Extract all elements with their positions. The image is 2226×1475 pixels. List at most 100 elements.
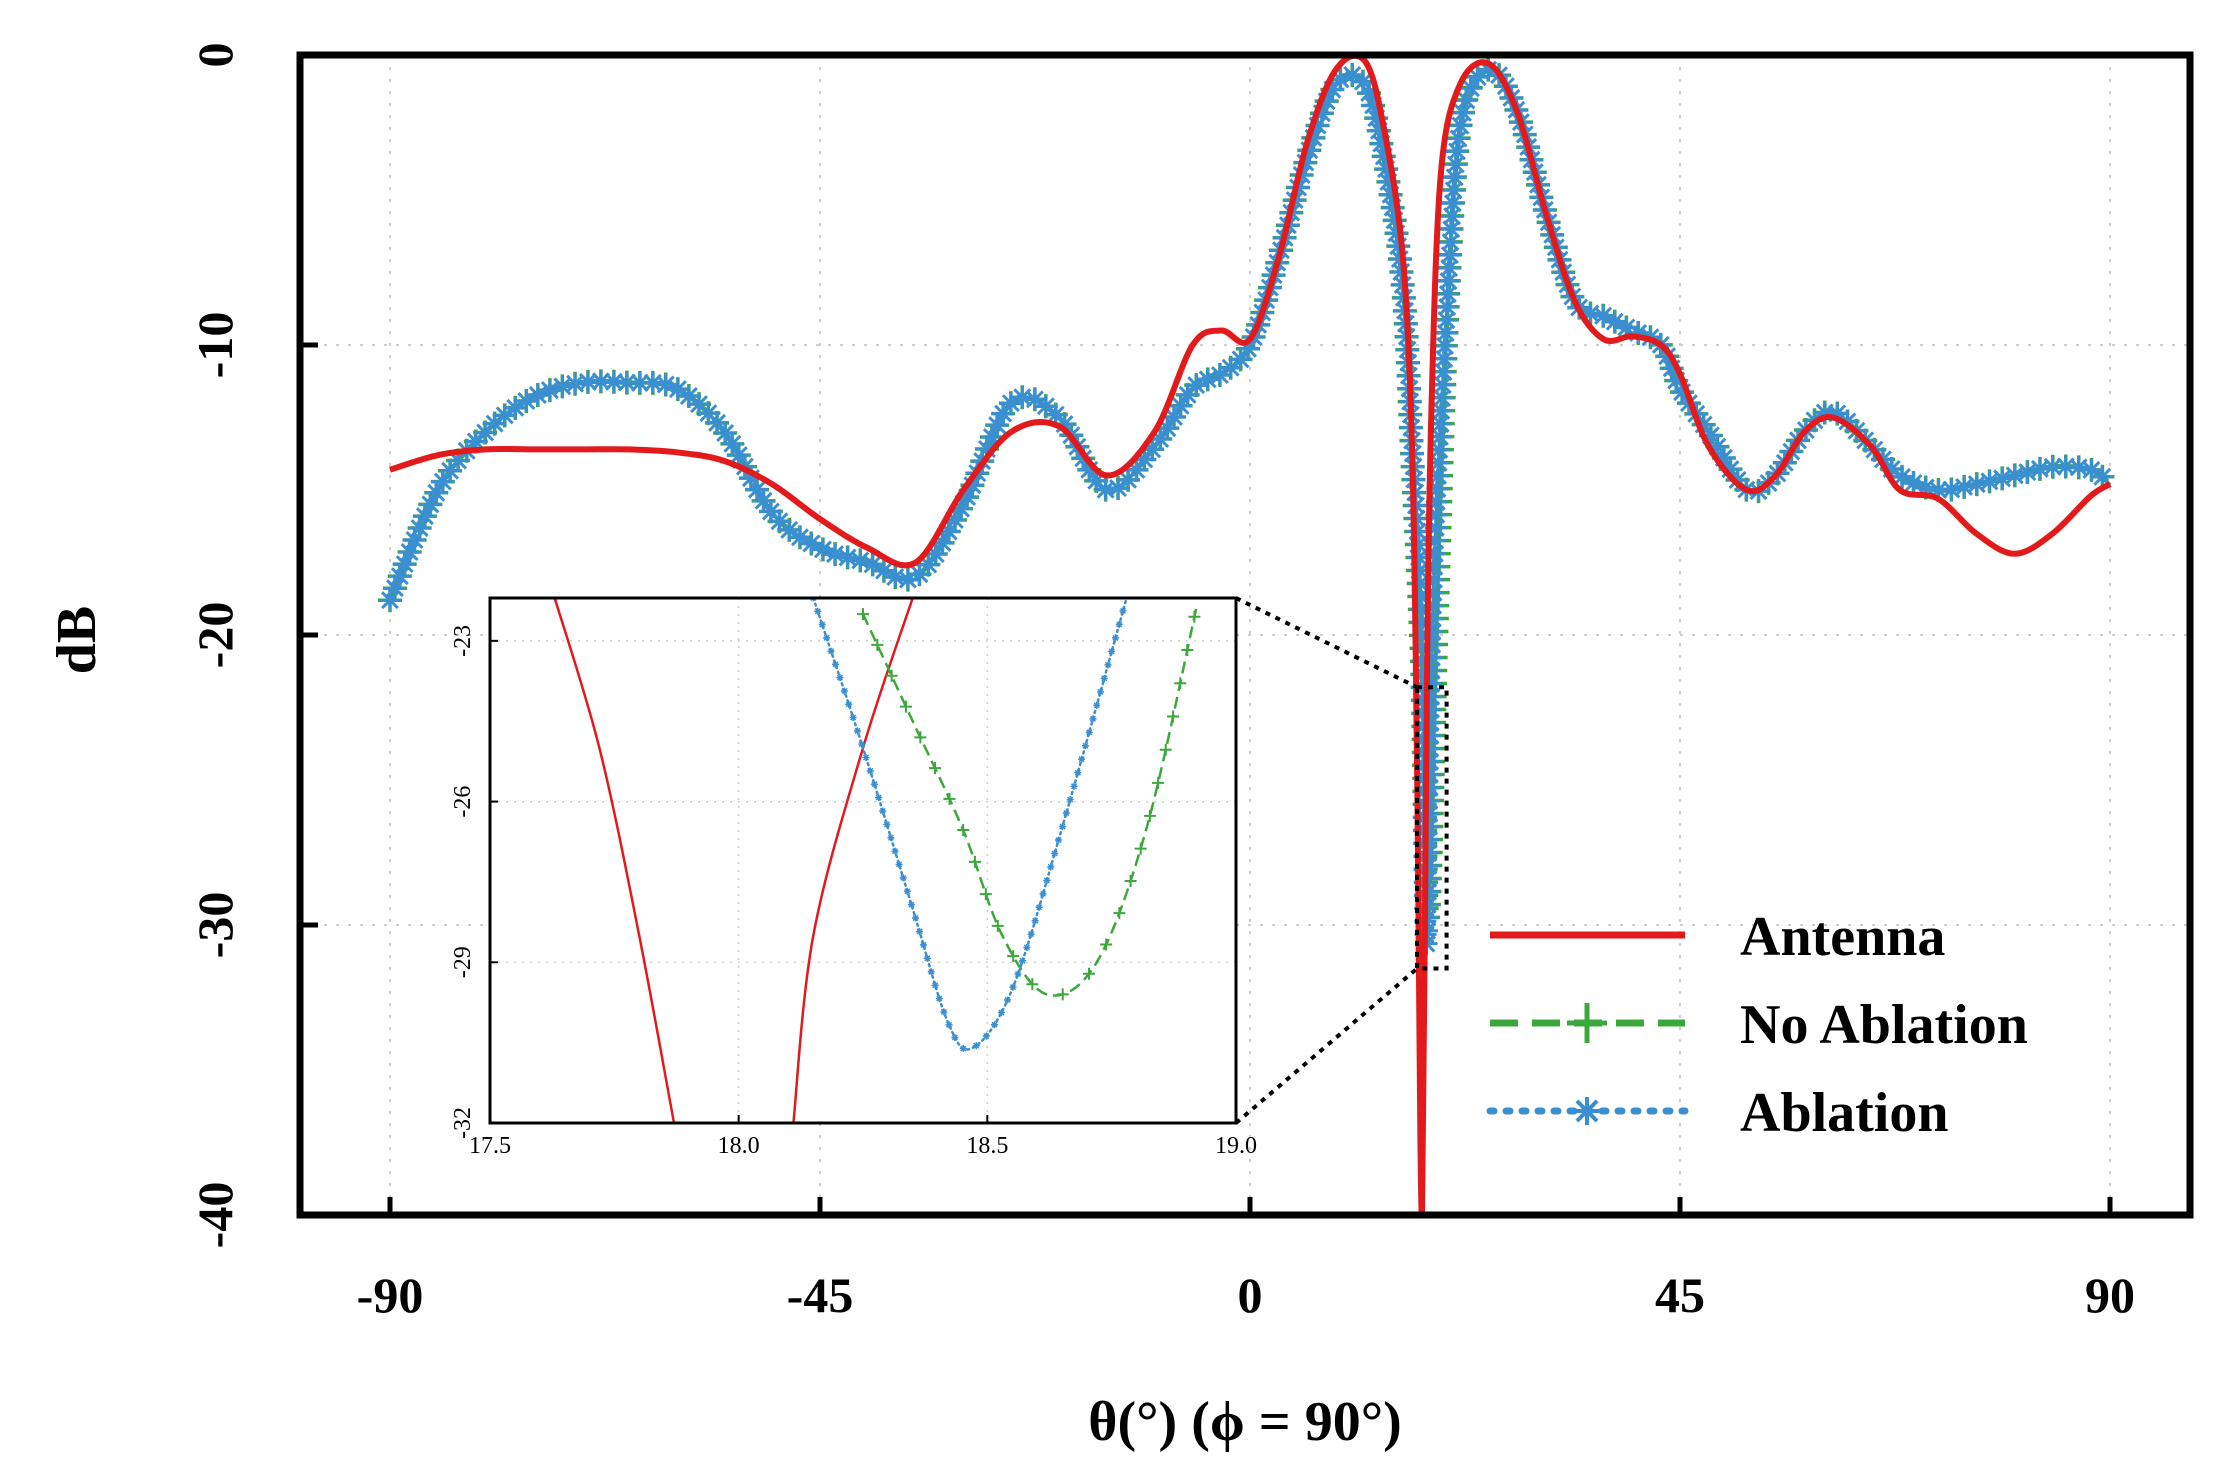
star-marker: [1419, 724, 1442, 747]
star-marker: [1362, 94, 1385, 117]
inset-series-line: [553, 598, 676, 1123]
star-marker: [1078, 458, 1101, 481]
star-marker: [1432, 360, 1455, 383]
star-marker: [814, 607, 822, 615]
star-marker: [654, 373, 677, 396]
star-marker: [1436, 296, 1459, 319]
legend-marker-plus: [1567, 1003, 1607, 1043]
star-marker: [1431, 386, 1454, 409]
legend-label-no-ablation: No Ablation: [1740, 994, 2028, 1056]
star-marker: [1066, 796, 1074, 804]
y-tick-label: -40: [187, 1182, 243, 1249]
star-marker: [1914, 476, 1937, 499]
star-marker: [1081, 742, 1089, 750]
star-marker: [464, 430, 487, 453]
star-marker: [1706, 435, 1729, 458]
star-marker: [1329, 68, 1352, 91]
plus-marker: [899, 700, 912, 713]
star-marker: [483, 412, 506, 435]
star-marker: [628, 371, 651, 394]
star-marker: [551, 375, 574, 398]
inset-series: [553, 598, 1201, 1123]
star-marker: [959, 1045, 967, 1053]
star-marker: [706, 411, 729, 434]
star-marker: [1379, 183, 1402, 206]
inset-series-antenna: [792, 598, 914, 1123]
inset-y-tick-label: -26: [450, 786, 476, 818]
star-marker: [1429, 412, 1452, 435]
star-marker: [1387, 235, 1410, 258]
star-marker: [1434, 322, 1457, 345]
star-marker: [1372, 145, 1395, 168]
star-marker: [1156, 417, 1179, 440]
plus-marker: [1567, 1003, 1607, 1043]
plus-marker: [1124, 875, 1137, 888]
main-series: [378, 55, 2115, 1215]
star-marker: [1027, 930, 1035, 938]
star-marker: [1592, 304, 1615, 327]
star-marker: [1452, 101, 1475, 124]
star-marker: [1431, 373, 1454, 396]
star-marker: [1078, 755, 1086, 763]
star-marker: [927, 968, 935, 976]
star-marker: [727, 444, 750, 467]
star-marker: [1438, 244, 1461, 267]
star-marker: [388, 565, 411, 588]
star-marker: [788, 526, 811, 549]
star-marker: [1019, 957, 1027, 965]
star-marker: [739, 467, 762, 490]
star-marker: [1424, 516, 1447, 539]
star-marker: [1434, 335, 1456, 358]
star-marker: [823, 634, 831, 642]
star-marker: [1070, 782, 1078, 790]
plus-marker: [871, 638, 884, 651]
star-marker: [778, 518, 801, 541]
star-marker: [1133, 448, 1156, 471]
star-marker: [931, 531, 954, 554]
star-marker: [666, 378, 689, 401]
y-tick-label: -10: [187, 312, 243, 379]
star-marker: [714, 422, 737, 445]
star-marker: [1719, 458, 1742, 481]
star-marker: [884, 565, 907, 588]
star-marker: [2041, 455, 2064, 478]
plus-marker: [1100, 938, 1113, 951]
star-marker: [1039, 890, 1047, 898]
star-marker: [907, 901, 915, 909]
star-marker: [849, 714, 857, 722]
star-marker: [1421, 607, 1444, 630]
star-marker: [1341, 63, 1364, 86]
star-marker: [1423, 542, 1446, 565]
star-marker: [1310, 102, 1333, 125]
legend: Antenna No Ablation Ablation: [1486, 906, 2028, 1144]
star-marker: [1422, 594, 1445, 617]
plus-marker: [1143, 809, 1156, 822]
star-marker: [919, 941, 927, 949]
legend-item-no-ablation: No Ablation: [1490, 994, 2028, 1056]
star-marker: [870, 780, 878, 788]
plus-marker: [857, 608, 869, 621]
plus-marker: [1134, 842, 1147, 855]
star-marker: [697, 402, 720, 425]
star-marker: [1439, 231, 1462, 254]
star-marker: [1302, 126, 1325, 149]
star-marker: [1420, 685, 1443, 708]
star-marker: [1419, 698, 1442, 721]
inset-background: [490, 598, 1236, 1123]
star-marker: [1433, 348, 1456, 371]
inset-x-tick-label: 19.0: [1215, 1133, 1257, 1159]
star-marker: [1119, 607, 1127, 615]
star-marker: [1055, 836, 1063, 844]
star-marker: [1410, 611, 1433, 634]
star-marker: [1422, 581, 1445, 604]
star-marker: [1163, 405, 1185, 428]
inset-x-tick-label: 18.0: [718, 1133, 760, 1159]
star-marker: [1965, 473, 1988, 496]
star-marker: [997, 1009, 1005, 1017]
star-marker: [398, 541, 421, 564]
star-marker: [1089, 715, 1097, 723]
star-marker: [1115, 620, 1123, 628]
star-marker: [1425, 503, 1448, 526]
inset-y-tick-label: -29: [450, 946, 476, 978]
